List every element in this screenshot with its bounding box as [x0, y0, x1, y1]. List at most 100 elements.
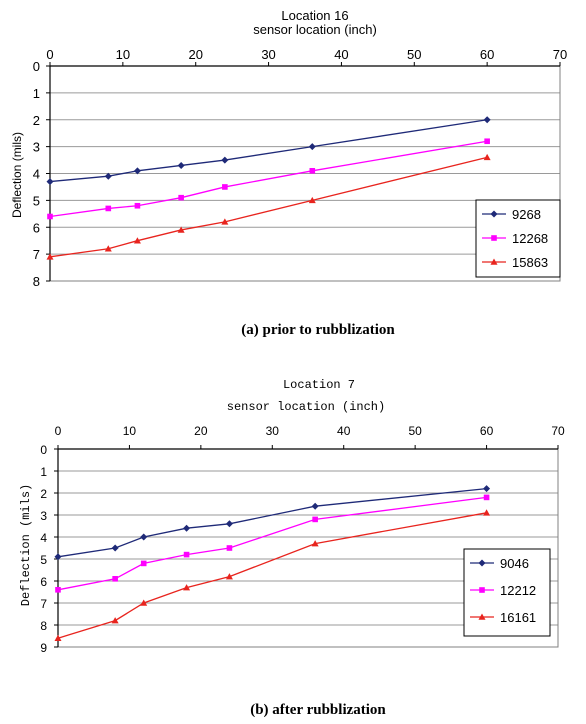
chart-a-data-point: [134, 202, 141, 209]
chart-b-y-tick-label: 1: [40, 465, 47, 479]
chart-a-series-line: [49, 140, 488, 218]
chart-a-data-point: [105, 205, 112, 212]
chart-a-y-tick-label: 8: [33, 274, 40, 289]
chart-a-y-tick-label: 3: [33, 140, 40, 155]
chart-b-x-tick-label: 60: [480, 424, 494, 438]
chart-a-legend-entry: 12268: [482, 231, 548, 246]
chart-b-x-tick-label: 20: [194, 424, 208, 438]
chart-a-data-point: [309, 168, 316, 174]
chart-a-y-tick-label: 2: [33, 113, 40, 128]
chart-a-x-tick-label: 0: [46, 47, 53, 62]
chart-a-x-tick-label: 70: [553, 47, 567, 62]
chart-a-series-9268: [46, 116, 491, 186]
chart-b-legend-entry: 12212: [470, 583, 536, 598]
chart-b-data-point: [140, 599, 148, 606]
chart-b-legend-marker: [478, 613, 486, 620]
chart-b-legend-marker: [479, 587, 485, 593]
chart-b-legend-entry: 9046: [470, 556, 529, 571]
chart-a-caption: (a) prior to rubblization: [241, 322, 395, 338]
chart-b-title: Location 7: [283, 378, 355, 392]
chart-a-y-tick-label: 7: [33, 247, 40, 262]
chart-a-data-point: [308, 196, 316, 204]
chart-a-series-line: [49, 156, 488, 258]
chart-b-data-point: [111, 617, 119, 624]
chart-a-y-tick-label: 0: [33, 59, 40, 74]
chart-b-data-point: [225, 573, 233, 580]
chart-b-x-tick-label: 10: [123, 424, 137, 438]
chart-b-legend-label: 12212: [500, 583, 536, 598]
chart-a-data-point: [104, 245, 112, 252]
chart-a-legend-entry: 9268: [482, 207, 541, 222]
chart-a-series-12268: [47, 138, 490, 220]
chart-b-data-point: [312, 516, 318, 523]
chart-a-xlabel: sensor location (inch): [253, 22, 377, 37]
chart-b-ylabel: Deflection (mils): [19, 484, 33, 606]
chart-b-legend-marker: [478, 559, 486, 567]
chart-b-data-point: [54, 553, 62, 561]
chart-a-series-line: [49, 119, 488, 183]
chart-b-data-point: [483, 509, 491, 516]
chart-a-y-tick-label: 6: [33, 220, 40, 235]
chart-a-data-point: [222, 184, 228, 190]
chart-b-data-point: [483, 494, 490, 501]
chart-a-data-point: [46, 253, 54, 260]
chart-b-y-tick-label: 0: [40, 443, 47, 457]
chart-b-y-tick-label: 4: [40, 531, 47, 545]
chart-b-x-tick-label: 30: [266, 424, 280, 438]
chart-b-x-tick-label: 40: [337, 424, 351, 438]
chart-b-data-point: [225, 520, 233, 528]
chart-b-data-point: [183, 524, 191, 532]
chart-b-y-tick-label: 7: [40, 597, 47, 611]
chart-b-data-point: [183, 551, 190, 558]
chart-b-data-point: [226, 545, 233, 551]
chart-b-series-16161: [54, 509, 491, 641]
chart-b-series-12212: [55, 494, 490, 593]
chart-a-data-point: [47, 213, 53, 220]
chart-b-caption: (b) after rubblization: [250, 702, 386, 718]
chart-b-data-point: [311, 502, 319, 510]
chart-b-y-tick-label: 3: [40, 509, 47, 523]
chart-b-y-tick-label: 8: [40, 619, 47, 633]
chart-a-data-point: [177, 161, 185, 169]
chart-b-y-tick-label: 5: [40, 553, 47, 567]
chart-b-data-point: [311, 540, 319, 547]
chart-b-y-tick-label: 6: [40, 575, 47, 589]
chart-b-data-point: [140, 533, 148, 541]
chart-b-x-tick-label: 70: [551, 424, 565, 438]
chart-a-series-15863: [46, 153, 491, 260]
chart-a-data-point: [483, 116, 491, 124]
chart-b-data-point: [111, 544, 119, 552]
chart-a-legend-marker: [490, 210, 498, 218]
chart-a-x-tick-label: 10: [116, 47, 130, 62]
chart-b-data-point: [183, 584, 191, 591]
chart-b-xlabel: sensor location (inch): [227, 400, 385, 414]
chart-a-legend-marker: [490, 258, 498, 265]
chart-b-data-point: [483, 485, 491, 493]
chart-b-y-tick-label: 2: [40, 487, 47, 501]
chart-b-data-point: [54, 634, 62, 641]
chart-b-data-point: [112, 576, 118, 582]
chart-b-series-line: [57, 496, 487, 591]
chart-b-data-point: [55, 587, 61, 593]
chart-b-series-line: [57, 487, 487, 558]
chart-b-x-tick-label: 0: [55, 424, 62, 438]
chart-a-x-tick-label: 40: [334, 47, 348, 62]
chart-b-legend-entry: 16161: [470, 610, 536, 625]
chart-a: Location 16 sensor location (inch) Defle…: [10, 8, 567, 338]
chart-a-title: Location 16: [281, 8, 348, 23]
chart-a-legend-marker: [491, 235, 497, 241]
chart-a-data-point: [104, 172, 112, 180]
chart-a-data-point: [133, 237, 141, 244]
chart-a-y-tick-label: 1: [33, 86, 40, 101]
chart-a-data-point: [46, 178, 54, 186]
chart-b: Location 7 sensor location (inch) Deflec…: [19, 378, 565, 718]
chart-a-data-point: [308, 143, 316, 151]
chart-a-data-point: [133, 167, 141, 175]
chart-a-y-tick-label: 5: [33, 193, 40, 208]
chart-b-legend-label: 9046: [500, 556, 529, 571]
chart-a-data-point: [178, 194, 184, 201]
chart-a-x-tick-label: 50: [407, 47, 421, 62]
chart-a-legend-entry: 15863: [482, 255, 548, 270]
chart-a-legend-label: 12268: [512, 231, 548, 246]
